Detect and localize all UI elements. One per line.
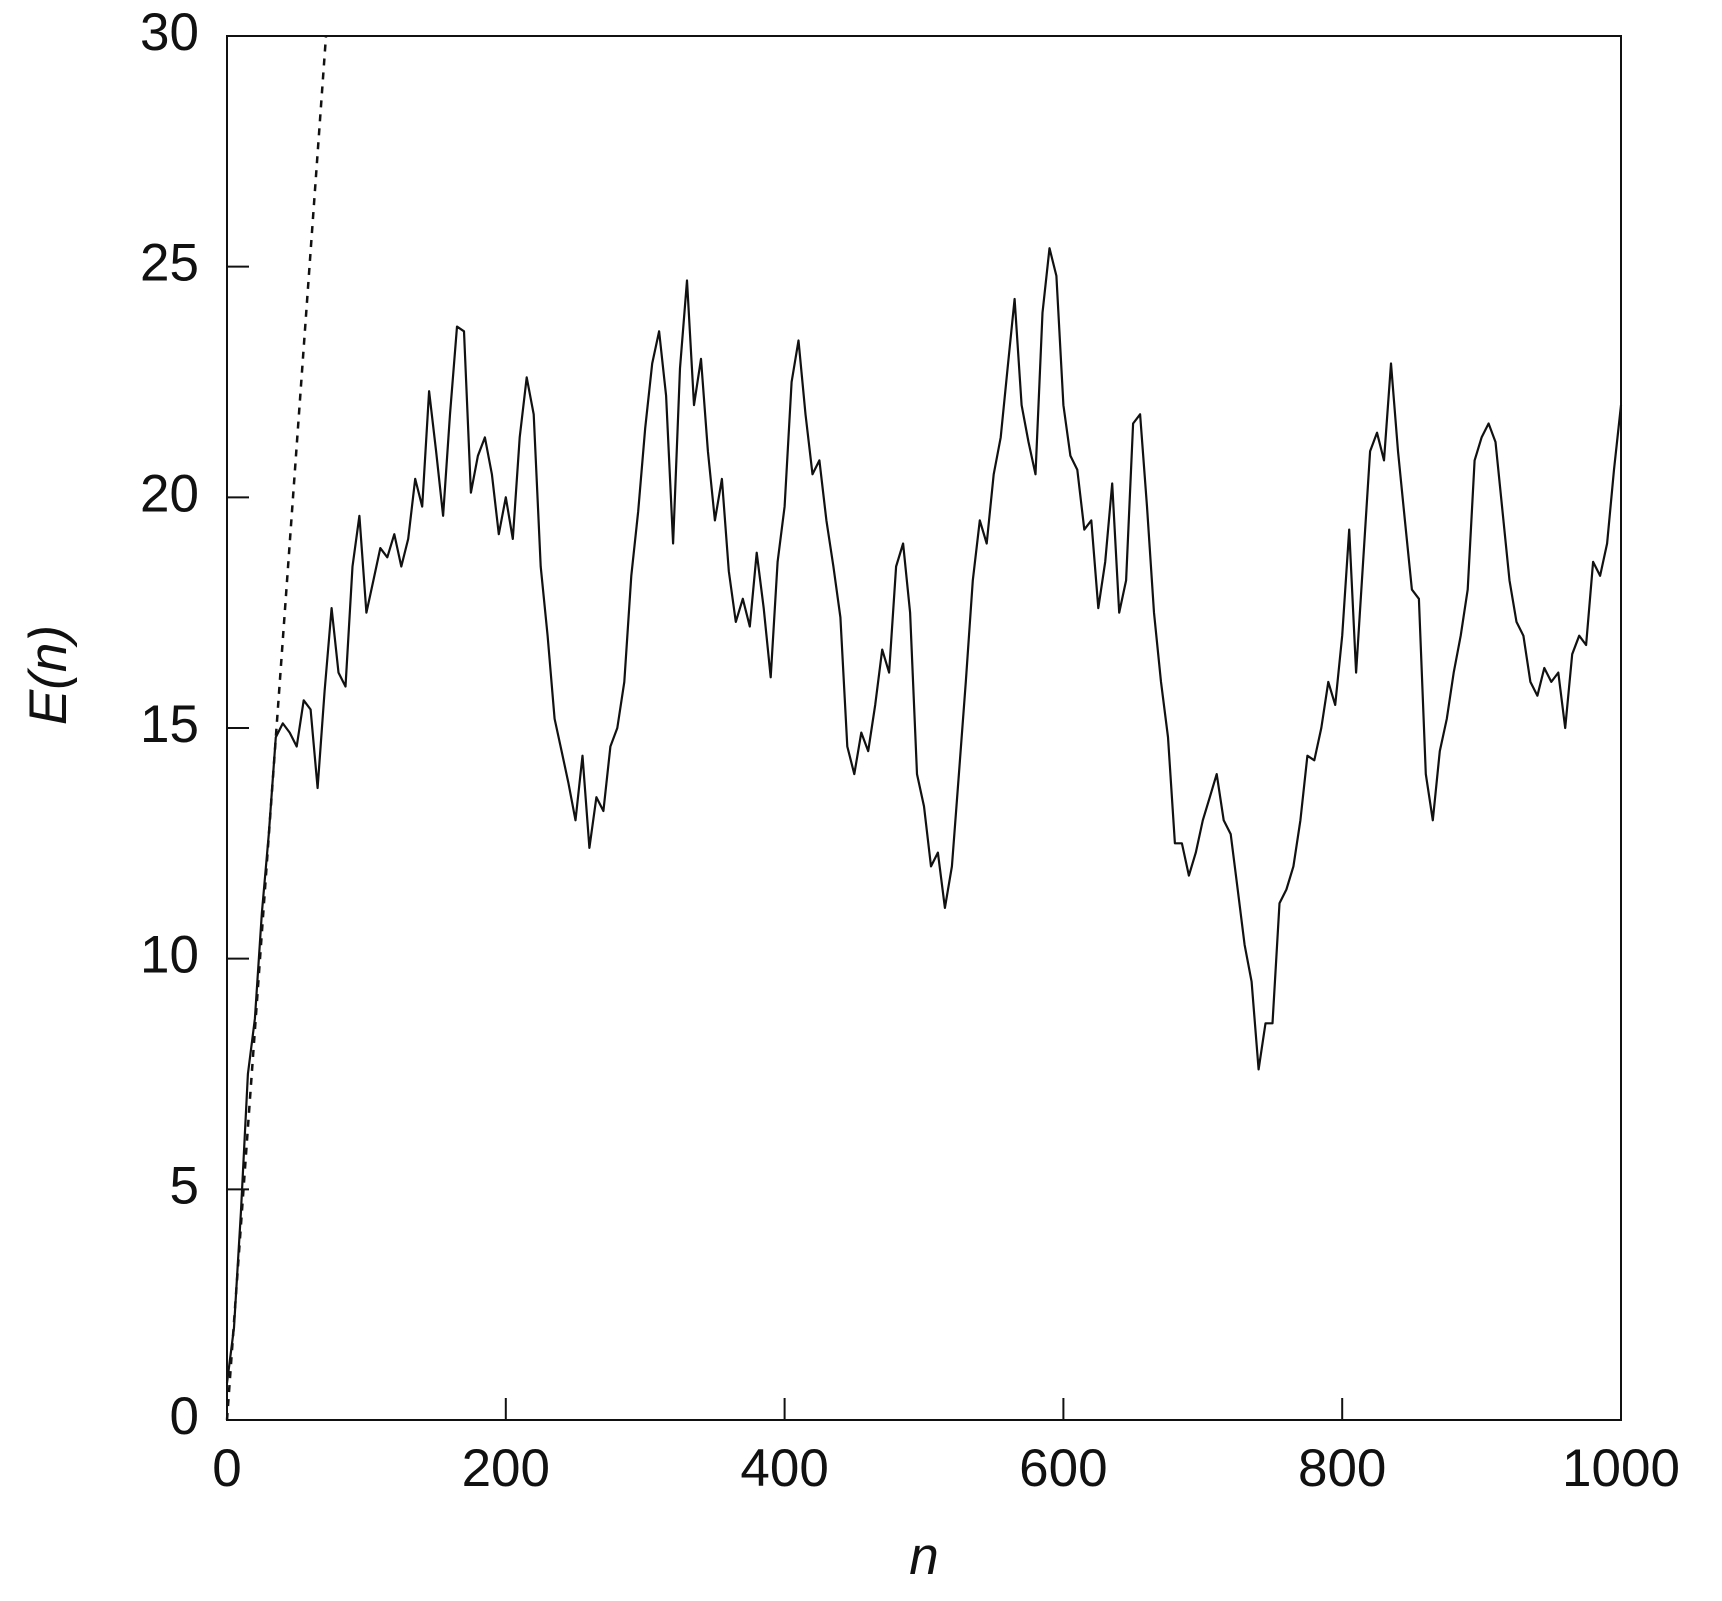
y-axis-label: E(n) [19,625,78,725]
y-tick-label: 25 [140,234,199,293]
x-tick-label: 600 [1019,1439,1107,1498]
y-tick-label: 30 [140,3,199,62]
data-line [225,247,1623,1384]
y-tick-label: 20 [140,464,199,523]
y-tick-label: 15 [140,695,199,754]
y-tick-label: 5 [170,1156,199,1215]
x-tick-label: 200 [462,1439,550,1498]
x-tick-label: 1000 [1562,1439,1680,1498]
y-tick-label: 0 [170,1387,199,1446]
x-tick-label: 400 [740,1439,828,1498]
x-tick-label: 0 [212,1439,241,1498]
x-tick-label: 800 [1298,1439,1386,1498]
plot-frame [226,35,1622,1421]
x-axis-label: n [909,1527,938,1586]
y-tick-label: 10 [140,926,199,985]
